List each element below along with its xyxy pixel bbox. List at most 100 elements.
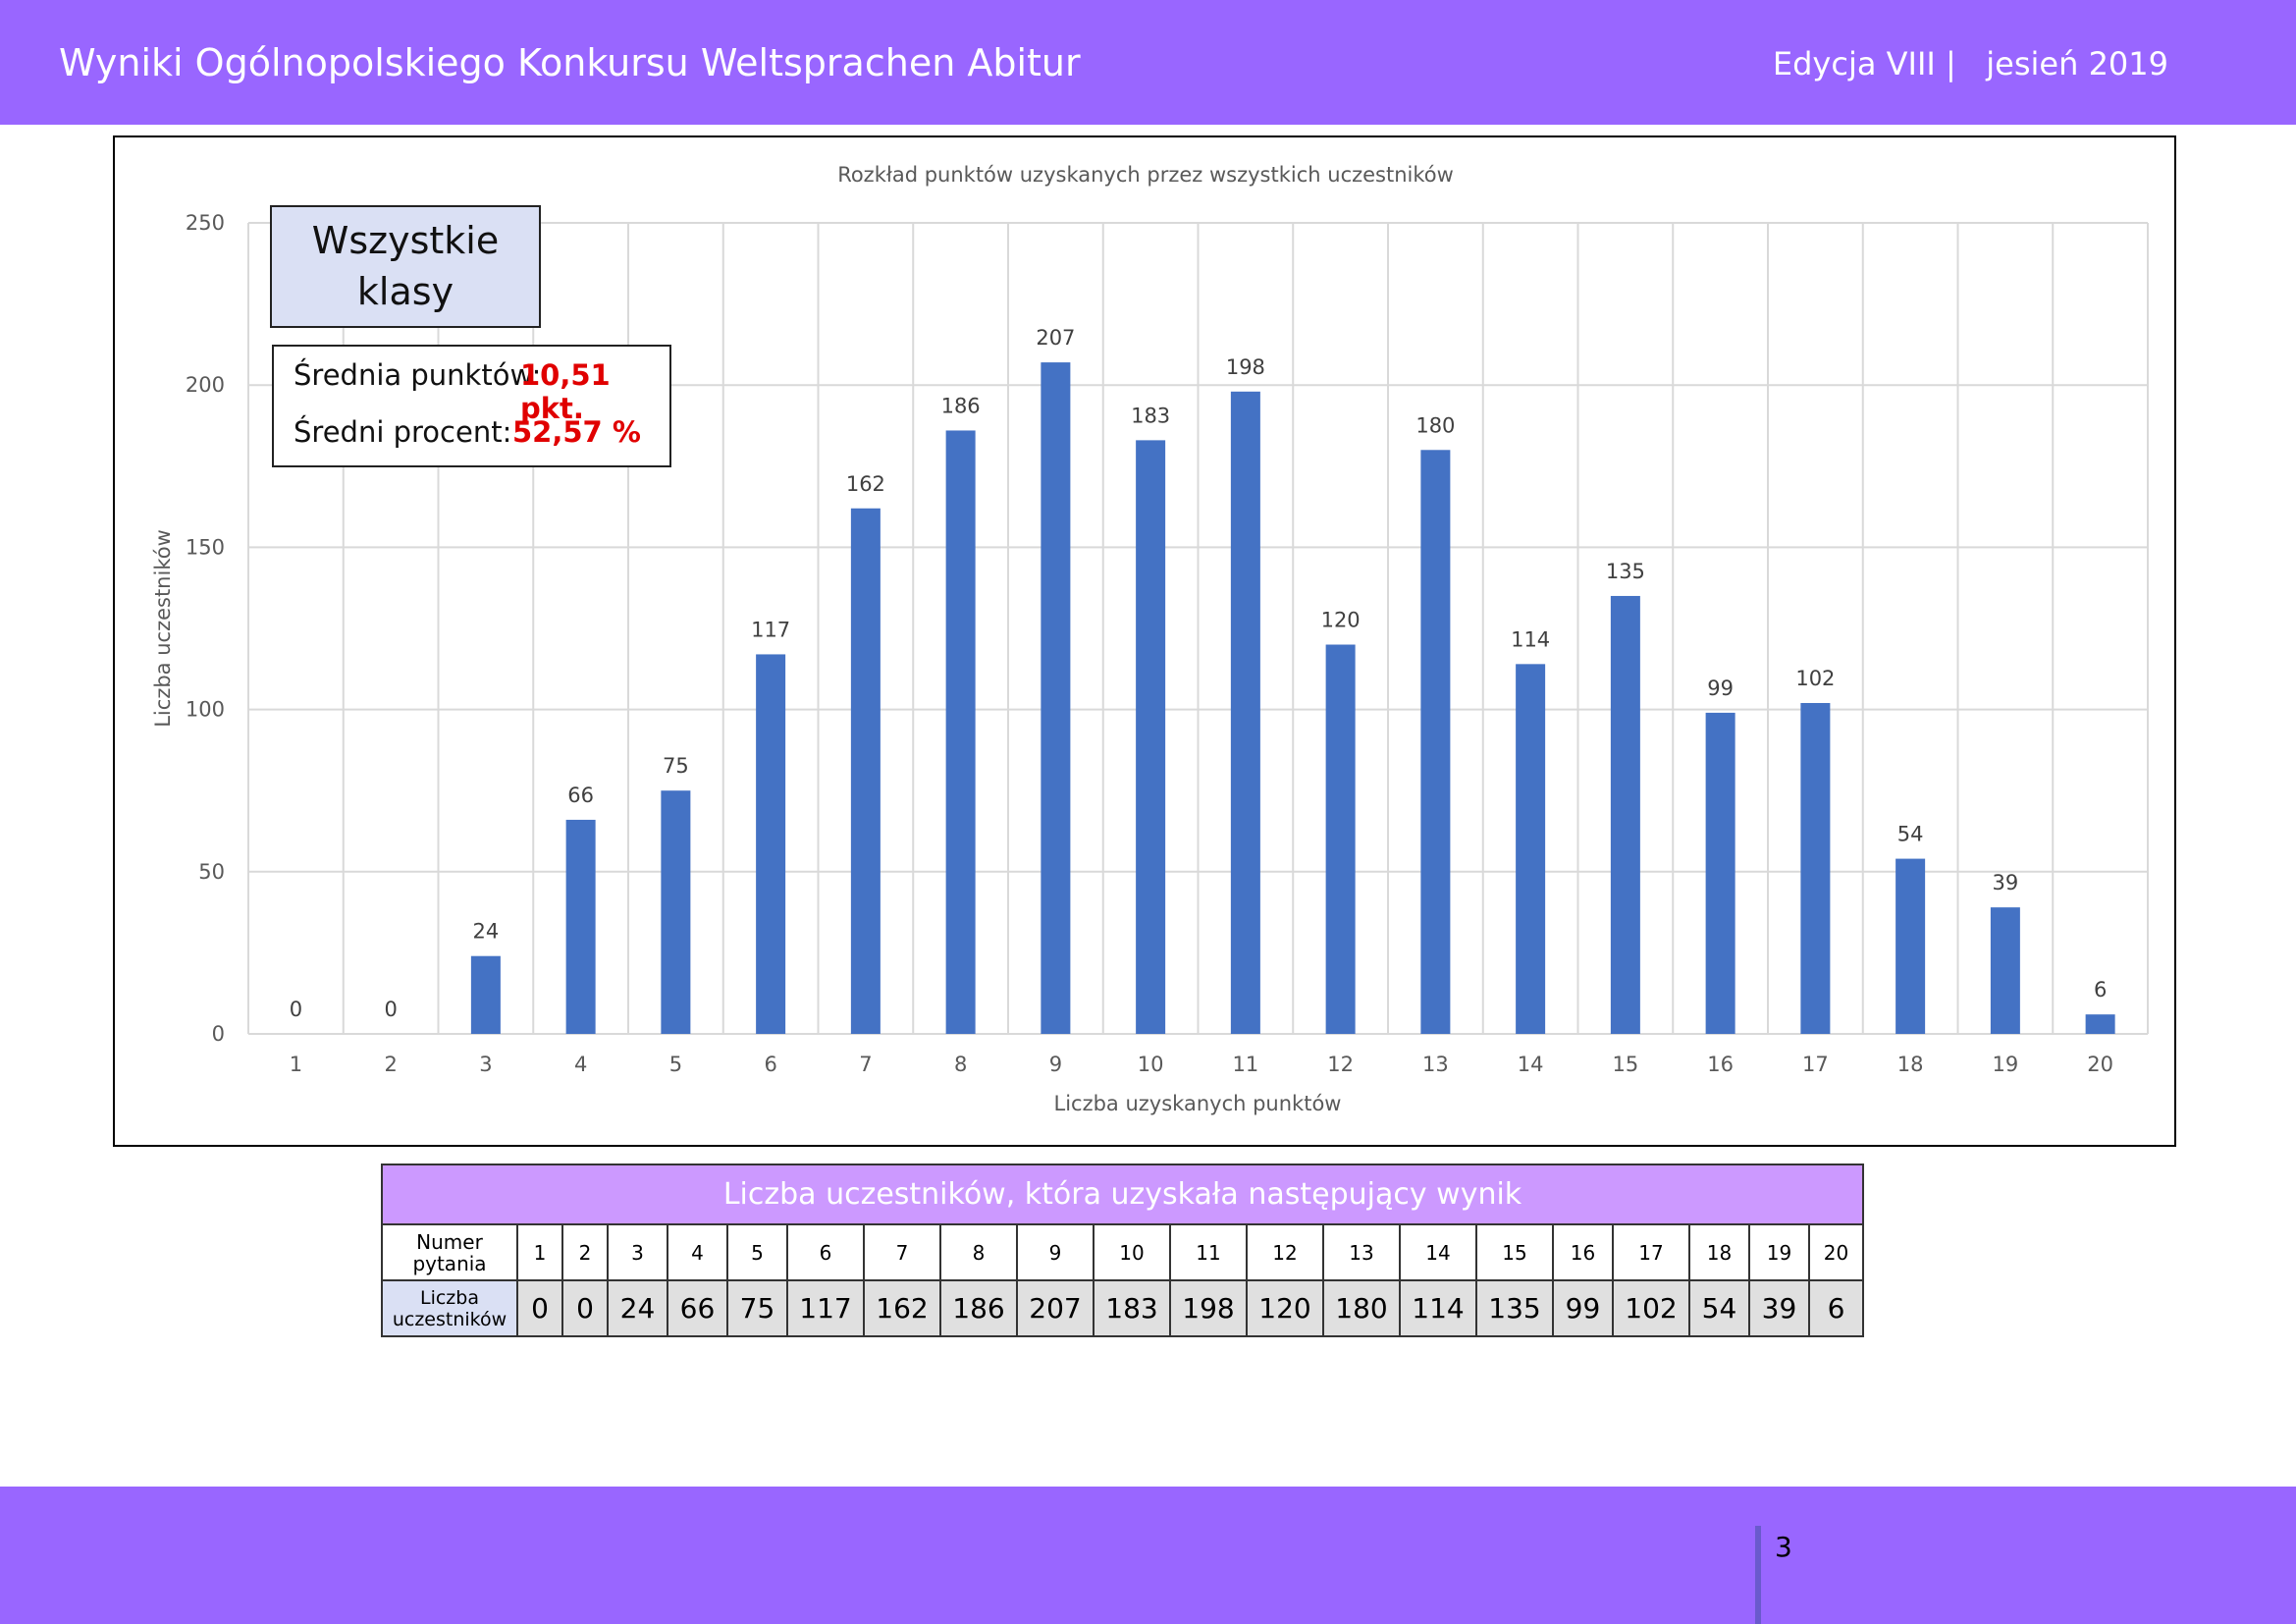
bar <box>2085 1014 2115 1034</box>
x-tick-label: 11 <box>1233 1053 1259 1076</box>
data-label: 102 <box>1795 667 1835 690</box>
row-header-questions-line2: pytania <box>412 1251 487 1275</box>
table-cell-question: 15 <box>1475 1223 1554 1281</box>
chart-title: Rozkład punktów uzyskanych przez wszystk… <box>837 163 1454 187</box>
avg-percent-value: 52,57 % <box>512 415 641 449</box>
row-header-questions: Numer pytania <box>381 1223 518 1281</box>
data-label: 135 <box>1606 560 1645 583</box>
x-tick-label: 10 <box>1138 1053 1164 1076</box>
table-cell-count: 0 <box>516 1279 563 1337</box>
bar <box>1516 664 1546 1034</box>
data-label: 186 <box>941 394 981 417</box>
bar <box>1136 440 1166 1034</box>
table-cell-question: 4 <box>667 1223 728 1281</box>
data-label: 207 <box>1036 326 1075 350</box>
results-table: Liczba uczestników, która uzyskała nastę… <box>381 1164 1864 1337</box>
table-cell-count: 24 <box>607 1279 668 1337</box>
table-cell-count: 135 <box>1475 1279 1554 1337</box>
y-tick-label: 150 <box>186 535 225 559</box>
bar <box>565 819 596 1034</box>
results-table-wrap: Liczba uczestników, która uzyskała nastę… <box>381 1164 1864 1337</box>
y-tick-label: 200 <box>186 373 225 397</box>
data-label: 117 <box>751 618 790 641</box>
row-header-questions-line1: Numer <box>416 1229 483 1254</box>
edition-label: Edycja VIII | jesień 2019 <box>1772 45 2168 82</box>
y-tick-label: 100 <box>186 698 225 722</box>
table-cell-question: 5 <box>726 1223 788 1281</box>
page-header: Wyniki Ogólnopolskiego Konkursu Weltspra… <box>0 0 2296 125</box>
table-cell-count: 102 <box>1612 1279 1690 1337</box>
x-tick-label: 3 <box>479 1053 492 1076</box>
bar <box>1990 907 2020 1034</box>
x-tick-label: 14 <box>1518 1053 1544 1076</box>
x-tick-label: 19 <box>1993 1053 2019 1076</box>
table-cell-count: 186 <box>939 1279 1018 1337</box>
page-title: Wyniki Ogólnopolskiego Konkursu Weltspra… <box>59 41 1081 84</box>
bar <box>1420 450 1451 1034</box>
table-caption: Liczba uczestników, która uzyskała nastę… <box>381 1164 1864 1225</box>
table-cell-question: 14 <box>1399 1223 1477 1281</box>
x-tick-label: 20 <box>2087 1053 2113 1076</box>
table-cell-question: 16 <box>1552 1223 1614 1281</box>
table-cell-question: 11 <box>1169 1223 1248 1281</box>
table-cell-count: 183 <box>1093 1279 1171 1337</box>
x-tick-label: 7 <box>859 1053 872 1076</box>
y-tick-label: 250 <box>186 211 225 235</box>
table-cell-question: 17 <box>1612 1223 1690 1281</box>
y-tick-label: 0 <box>212 1022 225 1046</box>
table-cell-count: 117 <box>786 1279 865 1337</box>
bar <box>661 790 691 1034</box>
data-label: 6 <box>2094 978 2107 1001</box>
group-label-line2: klasy <box>356 270 454 313</box>
bar <box>756 654 786 1034</box>
x-tick-label: 9 <box>1049 1053 1062 1076</box>
group-label-box: Wszystkie klasy <box>270 205 541 328</box>
bar <box>1230 391 1260 1035</box>
table-cell-count: 114 <box>1399 1279 1477 1337</box>
table-cell-count: 99 <box>1552 1279 1614 1337</box>
x-tick-label: 8 <box>954 1053 967 1076</box>
stats-box: Średnia punktów: 10,51 pkt. Średni proce… <box>272 345 671 467</box>
x-tick-label: 16 <box>1707 1053 1734 1076</box>
table-cell-count: 0 <box>561 1279 609 1337</box>
x-tick-label: 6 <box>764 1053 776 1076</box>
data-label: 120 <box>1321 609 1361 632</box>
table-cell-count: 75 <box>726 1279 788 1337</box>
table-cell-count: 54 <box>1688 1279 1750 1337</box>
x-tick-label: 1 <box>290 1053 302 1076</box>
data-label: 24 <box>473 920 500 944</box>
page-number: 3 <box>1775 1531 1792 1563</box>
table-cell-question: 10 <box>1093 1223 1171 1281</box>
table-cell-question: 20 <box>1808 1223 1864 1281</box>
bar <box>1041 362 1071 1034</box>
bar <box>1705 712 1735 1034</box>
data-label: 39 <box>1993 871 2019 894</box>
x-tick-label: 13 <box>1422 1053 1449 1076</box>
row-header-counts: Liczba uczestników <box>381 1279 518 1337</box>
table-cell-question: 3 <box>607 1223 668 1281</box>
x-tick-label: 18 <box>1897 1053 1924 1076</box>
data-label: 162 <box>846 472 885 496</box>
avg-percent-label: Średni procent: <box>294 415 512 449</box>
data-label: 75 <box>663 754 689 778</box>
table-cell-count: 66 <box>667 1279 728 1337</box>
table-cell-question: 8 <box>939 1223 1018 1281</box>
bar <box>1325 644 1356 1034</box>
table-cell-count: 6 <box>1808 1279 1864 1337</box>
table-cell-question: 19 <box>1748 1223 1810 1281</box>
table-cell-question: 13 <box>1322 1223 1401 1281</box>
data-label: 183 <box>1131 404 1170 427</box>
data-label: 99 <box>1707 677 1734 700</box>
page-footer: 3 <box>0 1487 2296 1624</box>
table-cell-count: 198 <box>1169 1279 1248 1337</box>
bar <box>945 430 976 1034</box>
data-label: 198 <box>1226 355 1265 379</box>
data-label: 180 <box>1415 413 1455 437</box>
footer-divider <box>1755 1526 1761 1624</box>
bar <box>1800 702 1831 1034</box>
table-cell-count: 162 <box>863 1279 941 1337</box>
x-tick-label: 4 <box>574 1053 587 1076</box>
bar <box>470 955 501 1034</box>
data-label: 0 <box>290 998 302 1021</box>
table-cell-question: 18 <box>1688 1223 1750 1281</box>
